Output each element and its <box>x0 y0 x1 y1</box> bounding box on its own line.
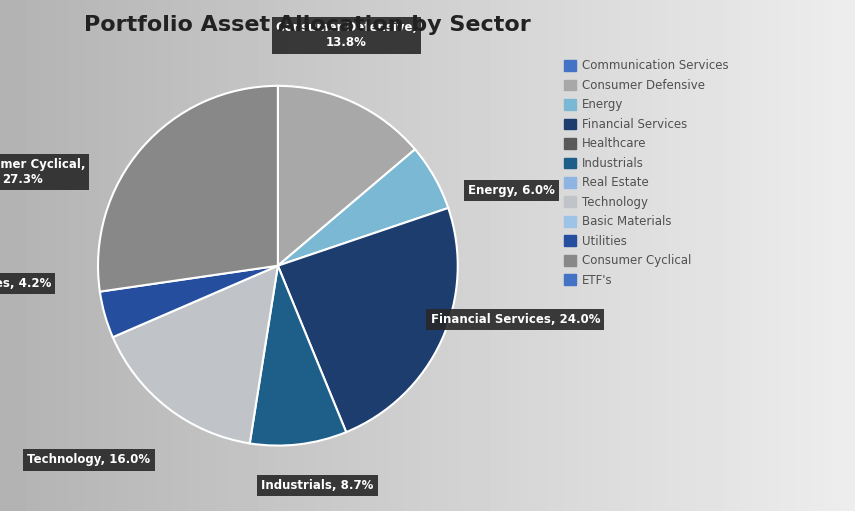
Text: Financial Services, 24.0%: Financial Services, 24.0% <box>431 313 600 326</box>
Wedge shape <box>278 86 415 266</box>
Text: Utilities, 4.2%: Utilities, 4.2% <box>0 277 51 290</box>
Text: Energy, 6.0%: Energy, 6.0% <box>469 183 555 197</box>
Legend: Communication Services, Consumer Defensive, Energy, Financial Services, Healthca: Communication Services, Consumer Defensi… <box>562 57 731 289</box>
Wedge shape <box>278 208 457 432</box>
Text: Technology, 16.0%: Technology, 16.0% <box>27 453 150 467</box>
Text: Consumer Defensive,
13.8%: Consumer Defensive, 13.8% <box>275 21 416 50</box>
Text: Consumer Cyclical,
27.3%: Consumer Cyclical, 27.3% <box>0 158 86 186</box>
Wedge shape <box>278 149 448 266</box>
Wedge shape <box>250 266 346 446</box>
Text: Portfolio Asset Allocation by Sector: Portfolio Asset Allocation by Sector <box>85 15 531 35</box>
Wedge shape <box>113 266 278 444</box>
Text: Industrials, 8.7%: Industrials, 8.7% <box>262 479 374 492</box>
Wedge shape <box>100 266 278 337</box>
Wedge shape <box>98 86 278 292</box>
